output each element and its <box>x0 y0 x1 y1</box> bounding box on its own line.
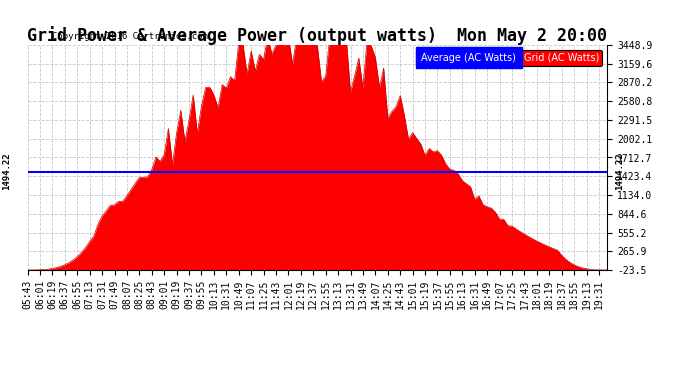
Legend: Average (AC Watts), Grid (AC Watts): Average (AC Watts), Grid (AC Watts) <box>415 50 602 66</box>
Text: 1494.22: 1494.22 <box>615 153 624 190</box>
Title: Grid Power & Average Power (output watts)  Mon May 2 20:00: Grid Power & Average Power (output watts… <box>28 26 607 45</box>
Text: Copyright 2016 Cartronics.com: Copyright 2016 Cartronics.com <box>52 32 208 41</box>
Text: 1494.22: 1494.22 <box>2 153 11 190</box>
